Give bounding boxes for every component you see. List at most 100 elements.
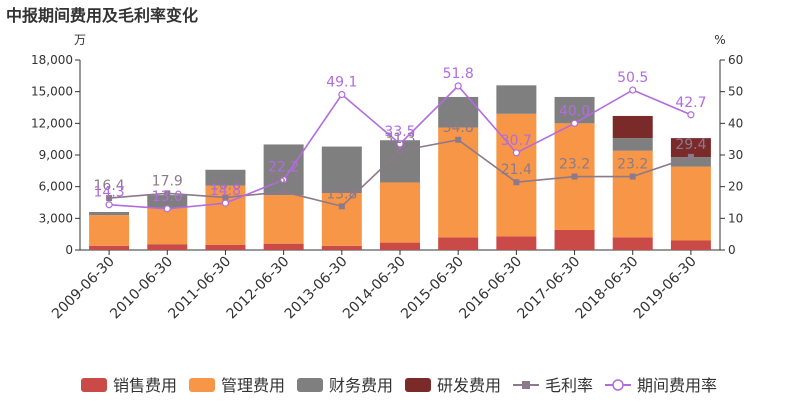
bar-segment: [496, 236, 537, 250]
x-axis-tick-label: 2019-06-30: [631, 254, 700, 323]
bar-segment: [321, 146, 362, 193]
data-label: 21.4: [501, 162, 532, 178]
bar-segment: [89, 212, 130, 216]
left-axis-tick-label: 9,000: [39, 148, 73, 162]
line-marker: [338, 203, 345, 210]
left-axis-unit: 万: [74, 33, 86, 47]
line-marker: [455, 136, 462, 143]
data-label: 30.7: [501, 133, 532, 149]
data-label: 23.2: [559, 157, 590, 173]
bar-segment: [670, 157, 711, 167]
bar-segment: [263, 243, 304, 250]
line-marker: [105, 201, 113, 209]
right-axis-tick-label: 30: [728, 148, 743, 162]
data-label: 42.7: [675, 95, 706, 111]
data-label: 40.0: [559, 103, 590, 119]
data-label: 51.8: [443, 66, 474, 82]
bar-segment: [321, 193, 362, 246]
bar-segment: [670, 166, 711, 241]
data-label: 17.9: [152, 173, 183, 189]
data-label: 29.4: [675, 137, 706, 153]
left-axis-tick-label: 6,000: [39, 180, 73, 194]
bar-segment: [496, 85, 537, 114]
bar-segment: [438, 127, 479, 238]
line-marker: [280, 188, 287, 195]
bar-segment: [263, 144, 304, 196]
bar-segment: [380, 242, 420, 250]
bar-segment: [321, 245, 362, 250]
legend-marker: [522, 381, 530, 389]
right-axis-tick-label: 10: [728, 211, 743, 225]
legend-label: 毛利率: [545, 376, 593, 395]
right-axis-unit: %: [714, 33, 725, 47]
bar-segment: [205, 169, 246, 186]
legend-label: 财务费用: [329, 376, 393, 395]
data-label: 34.8: [443, 120, 474, 136]
legend-label: 研发费用: [437, 376, 501, 395]
line-marker: [222, 194, 229, 201]
data-label: 18.4: [268, 172, 299, 188]
line-marker: [163, 205, 171, 213]
line-marker: [396, 140, 404, 148]
data-label: 13.0: [152, 189, 183, 205]
bar-segment: [612, 237, 653, 250]
left-axis-tick-label: 18,000: [31, 53, 73, 67]
line-marker: [280, 176, 288, 184]
legend-marker: [612, 379, 624, 391]
legend-swatch: [81, 378, 107, 392]
legend-swatch: [405, 378, 431, 392]
legend-label: 管理费用: [221, 376, 285, 395]
bar-segment: [438, 237, 479, 250]
data-label: 31.3: [384, 131, 415, 147]
bar-segment: [89, 245, 130, 250]
line-marker: [571, 173, 578, 180]
left-axis-tick-label: 15,000: [31, 85, 73, 99]
right-axis-tick-label: 40: [728, 116, 743, 130]
bar-segment: [496, 113, 537, 237]
right-axis-tick-label: 50: [728, 85, 743, 99]
line-marker: [454, 82, 462, 90]
bar-segment: [147, 244, 188, 250]
bar-segment: [263, 195, 304, 244]
line-marker: [512, 149, 520, 157]
data-label: 14.8: [210, 183, 241, 199]
line-marker: [629, 86, 637, 94]
legend-swatch: [189, 378, 215, 392]
bar-segment: [554, 229, 595, 250]
legend-label: 销售费用: [113, 376, 177, 395]
chart-title: 中报期间费用及毛利率变化: [6, 6, 199, 25]
data-label: 14.3: [94, 185, 125, 201]
data-label: 22.2: [268, 160, 299, 176]
data-label: 16.6: [210, 177, 241, 193]
bar-segment: [612, 138, 653, 151]
bar-segment: [147, 207, 188, 245]
data-label: 50.5: [617, 70, 648, 86]
bar-segment: [612, 150, 653, 238]
line-marker: [397, 147, 403, 154]
data-label: 13.8: [326, 186, 357, 202]
right-axis-tick-label: 20: [728, 180, 743, 194]
bar-segment: [670, 138, 711, 158]
line-marker: [513, 179, 520, 186]
bar-segment: [205, 244, 246, 250]
right-axis-tick-label: 60: [728, 53, 743, 67]
line-marker: [106, 195, 113, 202]
bar-segment: [147, 195, 188, 208]
bar-segment: [380, 182, 420, 243]
data-label: 49.1: [326, 75, 357, 91]
line-marker: [570, 119, 579, 127]
legend-label: 期间费用率: [637, 376, 717, 395]
bar-segment: [670, 240, 711, 250]
line-marker: [687, 153, 694, 160]
right-axis-tick-label: 0: [728, 243, 736, 257]
left-axis-tick-label: 12,000: [31, 116, 73, 130]
data-label: 33.5: [384, 124, 415, 140]
data-label: 23.2: [617, 157, 648, 173]
line-marker: [338, 90, 346, 99]
line-marker: [221, 199, 230, 207]
legend-swatch: [297, 378, 323, 392]
data-label: 16.4: [94, 178, 125, 194]
line-marker: [687, 111, 695, 119]
